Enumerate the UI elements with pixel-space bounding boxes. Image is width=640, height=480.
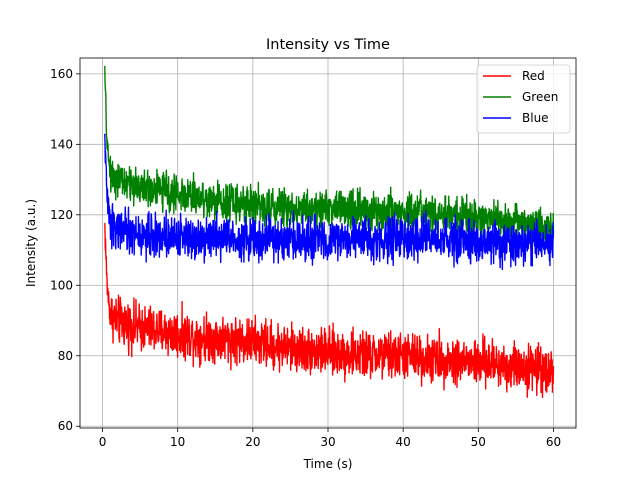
x-tick-label: 50 [471,435,486,449]
x-axis-label: Time (s) [303,457,353,471]
x-tick-label: 20 [245,435,260,449]
axis-ticks: 0 10 20 30 40 50 60 60 80 100 120 140 160 [50,67,561,449]
legend-label-green: Green [522,90,558,104]
y-tick-label: 160 [50,67,73,81]
series-line-red [104,223,555,399]
y-tick-label: 140 [50,137,73,151]
x-tick-label: 10 [170,435,185,449]
y-tick-label: 120 [50,208,73,222]
chart-title: Intensity vs Time [266,37,390,53]
y-tick-label: 100 [50,278,73,292]
x-tick-label: 30 [320,435,335,449]
x-tick-label: 0 [99,435,107,449]
x-tick-label: 60 [546,435,561,449]
y-tick-label: 60 [58,419,73,433]
series-lines [104,65,555,399]
legend: Red Green Blue [476,64,571,134]
legend-box [476,64,571,134]
y-tick-label: 80 [58,349,73,363]
series-line-green [104,65,555,250]
x-tick-label: 40 [396,435,411,449]
legend-label-blue: Blue [522,111,549,125]
legend-label-red: Red [522,69,545,83]
y-axis-label: Intensity (a.u.) [24,199,38,287]
series-line-blue [104,133,555,271]
